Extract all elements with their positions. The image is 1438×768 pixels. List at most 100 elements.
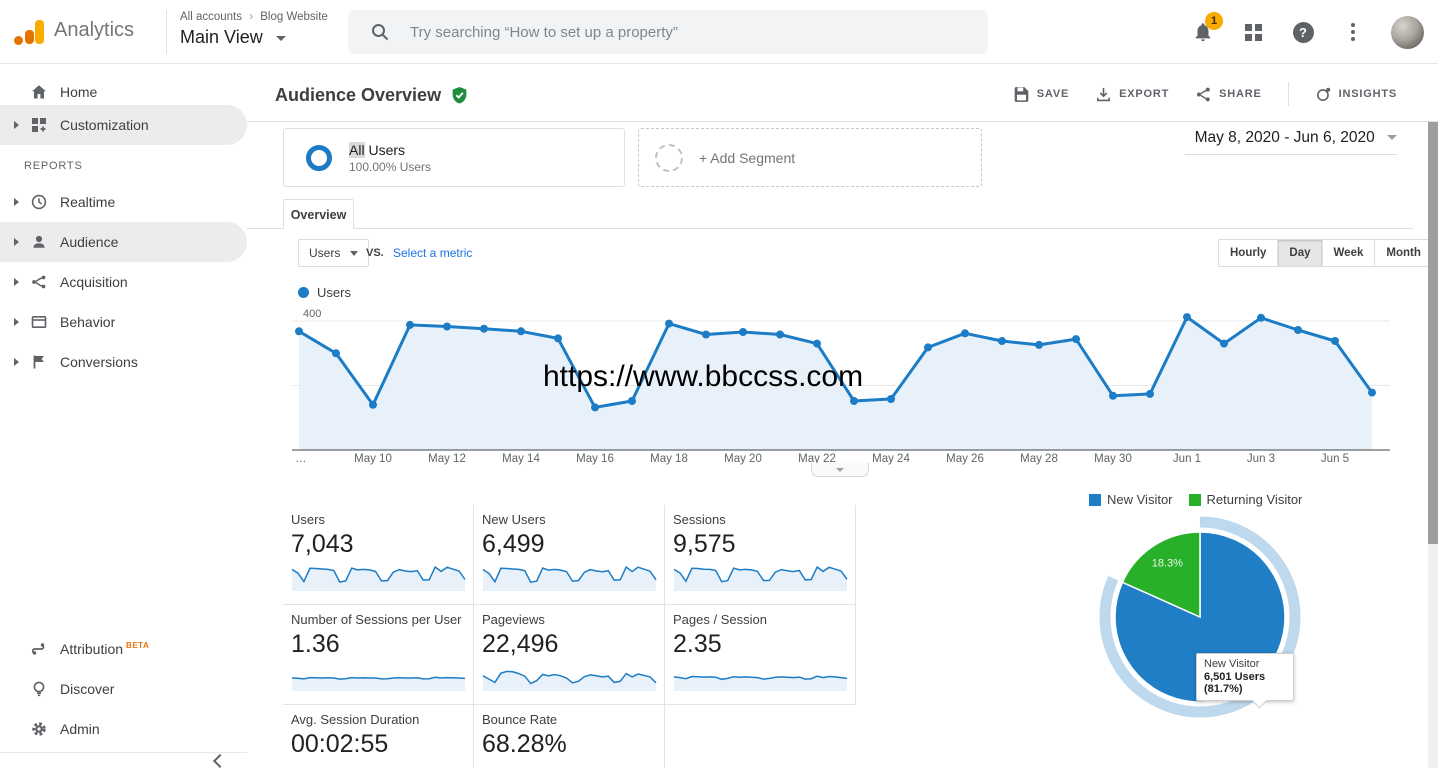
expand-chevron-icon[interactable] [14,358,19,366]
sparkline [673,675,848,691]
users-series-dot [298,287,309,298]
header-divider [166,10,167,54]
more-menu-button[interactable] [1341,20,1365,44]
metric-card-users[interactable]: Users 7,043 [283,505,474,605]
sidebar-item-label: Realtime [60,194,116,210]
collapse-sidebar-icon[interactable] [212,753,228,768]
export-button[interactable]: EXPORT [1095,86,1169,103]
svg-text:…: … [295,453,307,465]
apps-grid-button[interactable] [1241,20,1265,44]
verified-shield-icon [452,87,467,104]
sidebar-item-acquisition[interactable]: Acquisition [0,262,247,302]
legend-label: New Visitor [1107,492,1173,507]
metric-card-new-users[interactable]: New Users 6,499 [474,505,665,605]
granularity-month[interactable]: Month [1375,239,1433,267]
notifications-button[interactable]: 1 [1191,12,1223,44]
metric-label: New Users [482,512,546,527]
sidebar-item-customization[interactable]: Customization [0,105,247,145]
help-button[interactable]: ? [1291,20,1315,44]
expand-chevron-icon[interactable] [14,238,19,246]
sidebar-item-home[interactable]: Home [0,72,247,112]
share-icon [1197,87,1210,101]
add-segment-button[interactable]: + Add Segment [638,128,982,187]
breadcrumb-property[interactable]: Blog Website [260,11,328,23]
save-button[interactable]: SAVE [1013,86,1069,103]
svg-text:May 24: May 24 [872,453,910,465]
svg-text:May 16: May 16 [576,453,614,465]
svg-text:Jun 1: Jun 1 [1173,453,1201,465]
sidebar-divider [0,752,247,753]
sidebar-item-attribution[interactable]: Attribution BETA [0,629,247,669]
sidebar-item-label: Acquisition [60,274,128,290]
expand-chevron-icon[interactable] [14,318,19,326]
acquisition-icon [30,273,48,291]
watermark: https://www.bbccss.com [543,360,864,393]
svg-text:May 20: May 20 [724,453,762,465]
date-range-selector[interactable]: May 8, 2020 - Jun 6, 2020 [1185,129,1397,155]
conversions-flag-icon [30,353,48,371]
sidebar-item-admin[interactable]: Admin [0,709,247,749]
returning-visitor-swatch [1188,493,1201,506]
svg-text:May 10: May 10 [354,453,392,465]
metric-dropdown-value: Users [309,246,341,260]
metric-card-sessions-per-user[interactable]: Number of Sessions per User 1.36 [283,605,474,705]
legend-new-visitor[interactable]: New Visitor [1089,492,1173,507]
view-selector[interactable]: Main View [180,27,286,48]
sidebar-item-discover[interactable]: Discover [0,669,247,709]
new-visitor-swatch [1089,493,1101,506]
segment-all-users[interactable]: All Users 100.00% Users [283,128,625,187]
metric-card-sessions[interactable]: Sessions 9,575 [665,505,856,605]
pie-legend: New Visitor Returning Visitor [1089,492,1302,507]
sparkline [291,763,467,768]
sparkline [291,565,466,591]
analytics-logo-icon[interactable] [14,18,46,46]
chart-footer-toggle[interactable] [811,463,869,477]
granularity-week[interactable]: Week [1322,239,1376,267]
customization-icon [30,116,48,134]
sidebar-item-conversions[interactable]: Conversions [0,342,247,382]
metric-card-pages-per-session[interactable]: Pages / Session 2.35 [665,605,856,705]
metric-card-pageviews[interactable]: Pageviews 22,496 [474,605,665,705]
scrollbar-thumb[interactable] [1428,76,1438,544]
sidebar-item-label: Customization [60,117,149,133]
grid-icon [1244,23,1262,41]
view-name-label: Main View [180,27,263,47]
metric-dropdown[interactable]: Users [298,239,370,267]
help-icon: ? [1292,21,1314,43]
search-input[interactable]: Try searching “How to set up a property” [348,10,988,54]
expand-chevron-icon[interactable] [14,198,19,206]
sidebar-item-realtime[interactable]: Realtime [0,182,247,222]
report-toolbar: Audience Overview SAVE EXPORT [247,64,1438,122]
gear-icon [30,720,48,738]
metric-value: 2.35 [673,630,722,658]
app-title[interactable]: Analytics [54,19,135,41]
avatar[interactable] [1391,15,1424,49]
granularity-hourly[interactable]: Hourly [1218,239,1279,267]
expand-chevron-icon[interactable] [14,278,19,286]
sidebar-item-behavior[interactable]: Behavior [0,302,247,342]
metric-value: 22,496 [482,630,559,658]
granularity-day[interactable]: Day [1278,239,1323,267]
tab-overview[interactable]: Overview [283,199,354,229]
breadcrumb[interactable]: All accounts › Blog Website [180,11,328,23]
chart-legend: Users [298,285,351,300]
attribution-icon [30,640,48,658]
metric-value: 9,575 [673,530,736,558]
app-header: Analytics All accounts › Blog Website Ma… [0,0,1438,64]
audience-icon [30,233,48,251]
insights-button[interactable]: INSIGHTS [1315,86,1397,103]
sparkline [482,670,657,691]
legend-returning-visitor[interactable]: Returning Visitor [1188,492,1302,507]
select-metric-link[interactable]: Select a metric [393,246,473,260]
expand-chevron-icon[interactable] [14,121,19,129]
metric-card-bounce-rate[interactable]: Bounce Rate 68.28% [474,705,665,768]
sidebar-item-audience[interactable]: Audience [0,222,247,262]
breadcrumb-accounts[interactable]: All accounts [180,11,243,23]
share-button[interactable]: SHARE [1195,86,1262,103]
search-icon [372,24,389,41]
metric-value: 68.28% [482,730,567,758]
metric-card-avg-session-duration[interactable]: Avg. Session Duration 00:02:55 [283,705,474,768]
svg-text:18.3%: 18.3% [1152,558,1183,570]
